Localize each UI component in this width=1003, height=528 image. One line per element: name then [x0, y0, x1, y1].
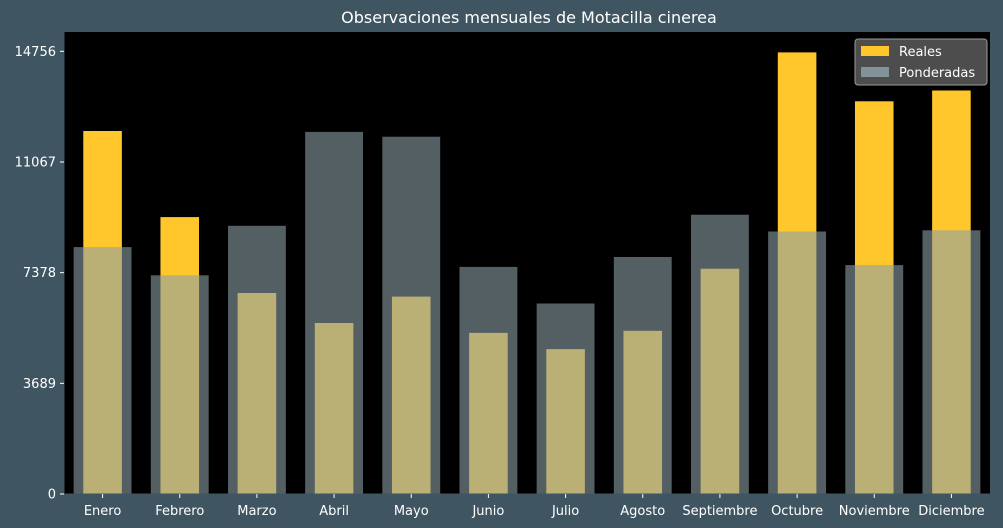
x-tick-label: Septiembre: [682, 504, 757, 519]
bar-ponderadas: [690, 214, 749, 494]
bar-ponderadas: [922, 230, 981, 495]
x-tick-label: Agosto: [620, 504, 665, 519]
x-tick-label: Abril: [319, 504, 349, 519]
x-tick-label: Mayo: [394, 504, 429, 519]
bar-ponderadas: [613, 257, 672, 494]
bar-ponderadas: [73, 247, 132, 494]
legend: Reales Ponderadas: [854, 38, 988, 86]
x-tick-label: Julio: [551, 504, 579, 519]
bar-ponderadas: [227, 225, 286, 495]
chart-title: Observaciones mensuales de Motacilla cin…: [341, 8, 717, 27]
y-tick-label: 3689: [23, 377, 56, 392]
bars-layer: [73, 52, 981, 495]
x-tick-label: Octubre: [771, 504, 823, 519]
bar-ponderadas: [305, 131, 364, 494]
bar-ponderadas: [845, 265, 904, 494]
plot-area: [64, 32, 990, 494]
x-tick-label: Enero: [84, 504, 122, 519]
legend-swatch-reales: [861, 46, 889, 56]
y-tick-label: 11067: [15, 155, 56, 170]
bar-ponderadas: [536, 303, 595, 494]
bar-ponderadas: [459, 266, 518, 494]
bar-ponderadas: [382, 136, 441, 494]
y-tick-label: 14756: [15, 45, 56, 60]
y-tick-label: 7378: [23, 266, 56, 281]
legend-swatch-ponderadas: [861, 67, 889, 77]
bar-ponderadas: [768, 231, 827, 494]
legend-label-ponderadas: Ponderadas: [899, 66, 975, 81]
x-tick-label: Noviembre: [839, 504, 910, 519]
legend-label-reales: Reales: [899, 45, 942, 60]
y-tick-label: 0: [48, 488, 56, 503]
x-tick-label: Febrero: [155, 504, 204, 519]
x-tick-label: Junio: [471, 504, 504, 519]
bar-ponderadas: [150, 275, 209, 494]
x-tick-label: Marzo: [237, 504, 276, 519]
x-tick-label: Diciembre: [918, 504, 984, 519]
axes-layer: 0 3689 7378 11067 14756 Enero Febrero Marzo Abri…: [15, 32, 990, 519]
